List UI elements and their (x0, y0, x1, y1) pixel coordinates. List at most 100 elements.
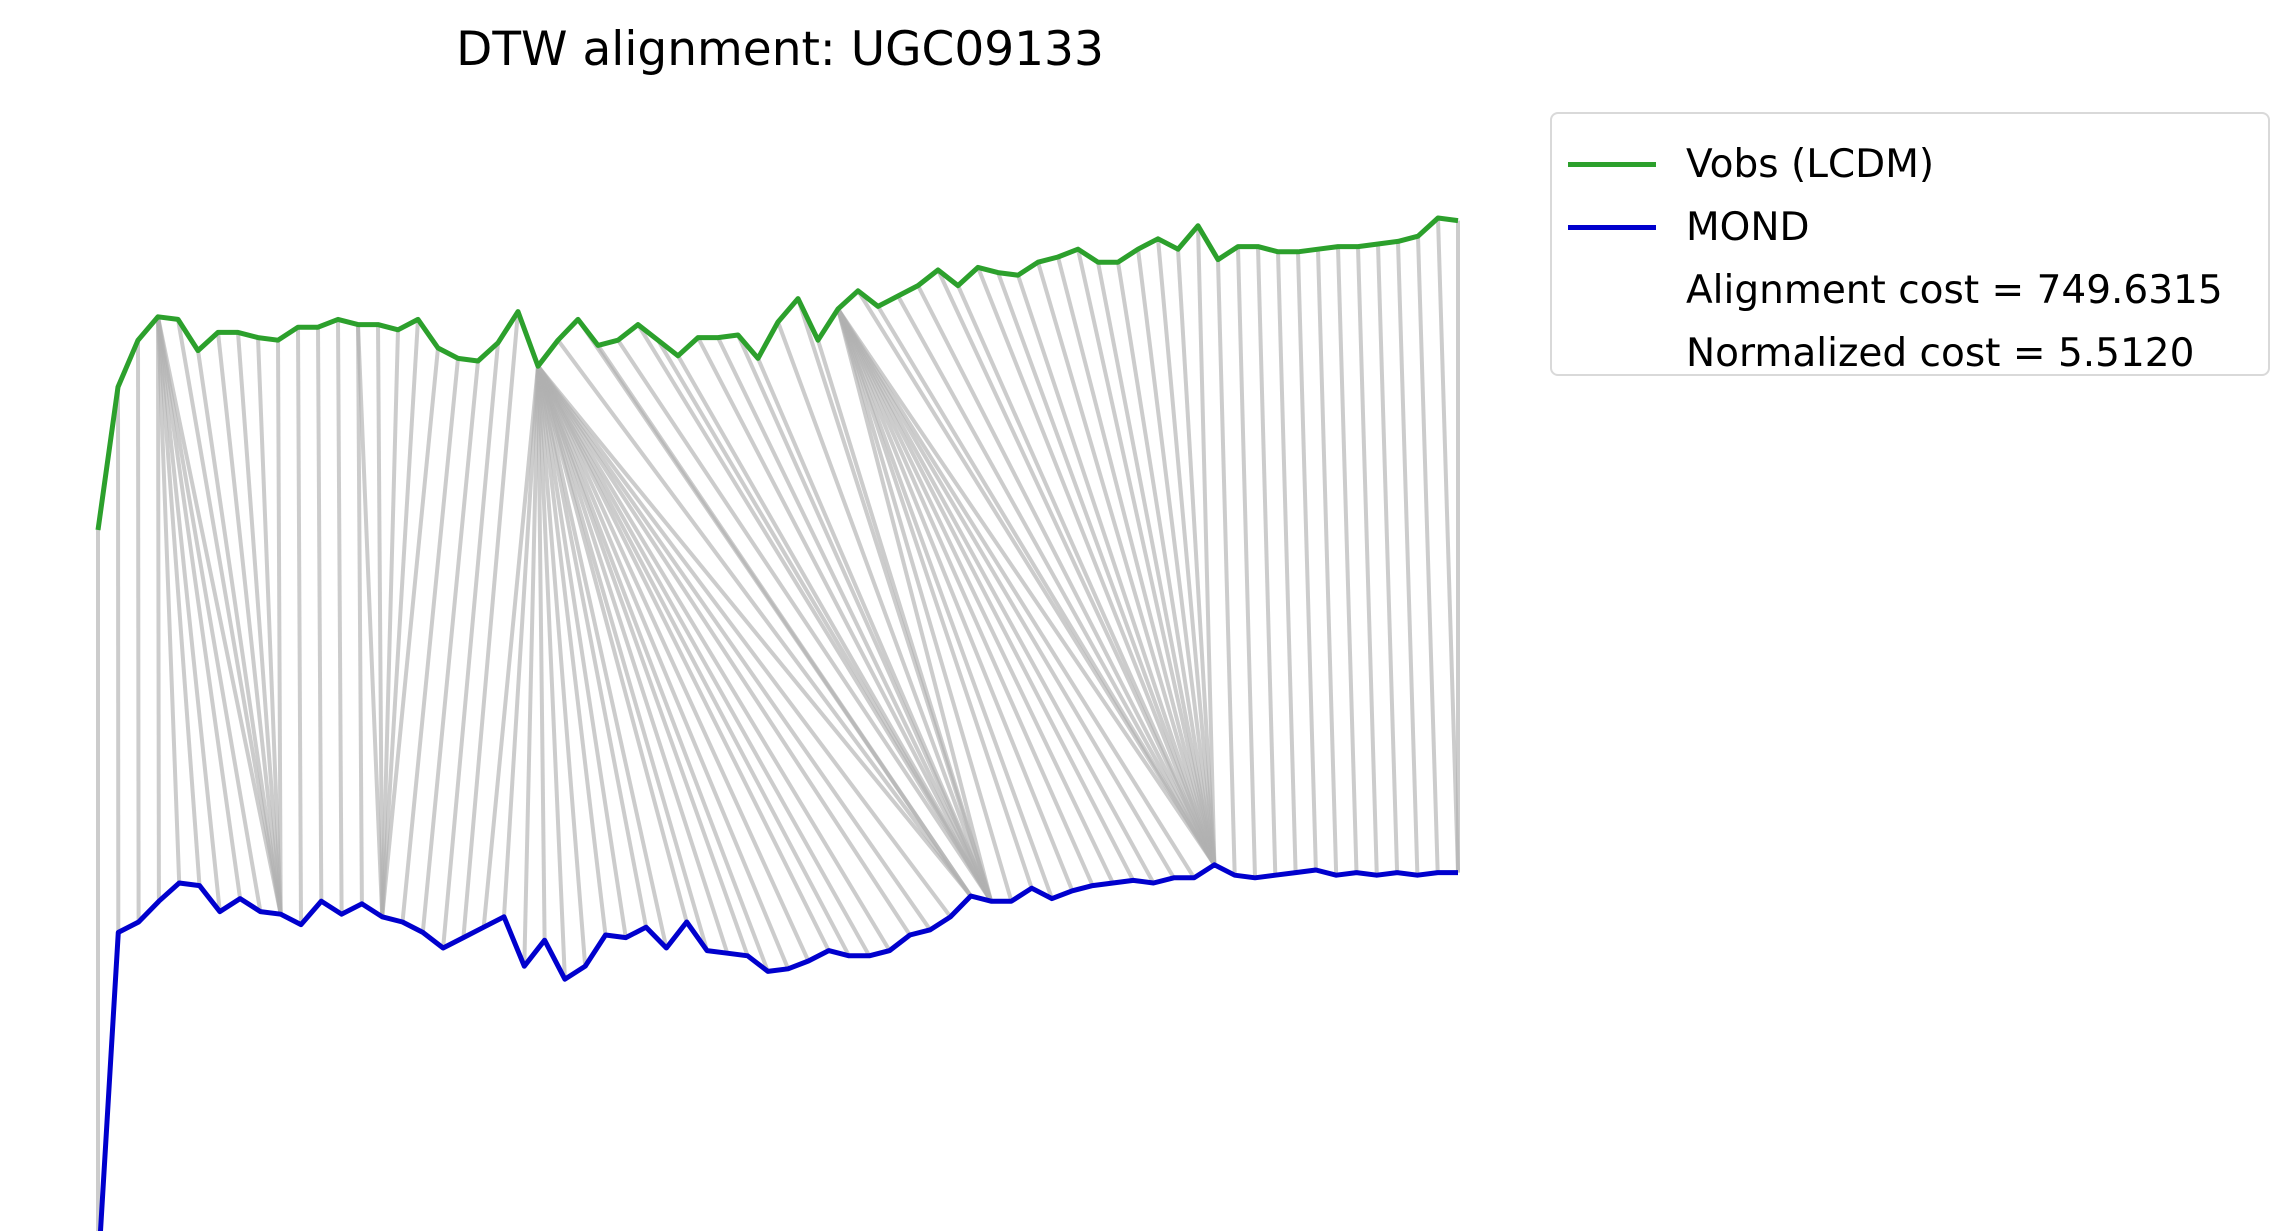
alignment-connector (196, 350, 283, 915)
alignment-connector (676, 354, 993, 903)
alignment-connector (176, 319, 283, 915)
alignment-connector (216, 332, 283, 915)
alignment-connector (522, 366, 540, 967)
alignment-connector (596, 344, 973, 898)
alignment-connector (1396, 241, 1420, 876)
alignment-connector (1096, 261, 1217, 866)
alignment-connector (896, 295, 1217, 866)
legend-annotation-alignment-cost: Alignment cost = 749.6315 (1552, 260, 2223, 320)
alignment-connectors (96, 217, 1460, 1231)
alignment-connector (296, 327, 303, 925)
alignment-connector (836, 308, 1156, 884)
alignment-connector (616, 339, 993, 903)
alignment-connector (776, 321, 993, 902)
alignment-connector (380, 329, 400, 917)
legend-annotation-normalized-cost: Normalized cost = 5.5120 (1552, 323, 2194, 383)
alignment-connector (156, 316, 161, 902)
legend-label-mond: MOND (1686, 204, 1810, 250)
alignment-connector (536, 365, 608, 936)
alignment-connector (536, 365, 811, 962)
alignment-connector (356, 324, 364, 904)
alignment-connector (556, 339, 973, 898)
alignment-connector (1356, 246, 1379, 876)
alignment-connector (376, 324, 385, 917)
alignment-connector (380, 347, 440, 917)
alignment-connector (1256, 246, 1278, 876)
alignment-connector (536, 365, 649, 928)
alignment-connector (1376, 243, 1400, 873)
alignment-connector (441, 342, 500, 949)
alignment-connector (536, 365, 912, 937)
alignment-connector (1416, 236, 1440, 873)
alignment-connector (716, 336, 993, 903)
alignment-connector (536, 365, 831, 952)
alignment-connector (696, 336, 993, 903)
alignment-connector (481, 366, 540, 928)
alignment-connector (836, 308, 1014, 902)
alignment-connector (876, 305, 1217, 866)
alignment-connector (1016, 274, 1217, 866)
alignment-connector (996, 271, 1217, 866)
alignment-connector (976, 266, 1217, 866)
alignment-connector (536, 365, 851, 957)
alignment-connector (536, 365, 953, 918)
alignment-connector (1076, 248, 1217, 866)
alignment-connector (156, 316, 263, 912)
alignment-connector (836, 308, 1135, 882)
alignment-connector (1216, 259, 1237, 876)
alignment-connector (536, 366, 588, 967)
alignment-cost-text: Alignment cost = 749.6315 (1686, 267, 2223, 313)
alignment-connector (836, 308, 1075, 892)
alignment-connector (836, 307, 1217, 866)
alignment-connector (536, 365, 628, 938)
alignment-connector (836, 308, 1115, 884)
alignment-connector (836, 308, 1054, 900)
legend-swatch-mond (1568, 224, 1656, 230)
legend: Vobs (LCDM) MOND Alignment cost = 749.63… (1550, 112, 2270, 376)
alignment-connector (536, 365, 770, 973)
alignment-connector (1156, 238, 1217, 865)
alignment-connector (536, 365, 750, 957)
series-line-mond (97, 862, 1458, 1231)
alignment-connector (461, 311, 520, 938)
alignment-connector (536, 364, 973, 898)
alignment-connector (1336, 246, 1359, 873)
alignment-connector (1236, 246, 1257, 878)
alignment-connector (1196, 225, 1217, 865)
alignment-connector (816, 339, 994, 902)
alignment-connector (836, 308, 1034, 889)
alignment-connector (1296, 251, 1318, 871)
legend-swatch-vobs (1568, 161, 1656, 167)
alignment-connector (136, 340, 141, 923)
alignment-connector (836, 307, 1196, 879)
alignment-connector (836, 307, 1176, 879)
alignment-connector (536, 365, 730, 954)
alignment-connector (356, 324, 385, 917)
alignment-connector (1176, 249, 1217, 865)
legend-item-vobs: Vobs (LCDM) (1552, 134, 1934, 194)
legend-item-mond: MOND (1552, 197, 1810, 257)
alignment-connector (1316, 249, 1339, 876)
alignment-connector (536, 366, 567, 980)
alignment-connector (1276, 251, 1298, 873)
alignment-connector (836, 308, 994, 902)
alignment-connector (536, 366, 547, 941)
alignment-connector (836, 308, 1095, 887)
alignment-connector (420, 360, 480, 933)
alignment-connector (502, 366, 540, 917)
alignment-connector (756, 357, 993, 902)
alignment-connector (156, 316, 182, 884)
alignment-connector (536, 365, 892, 952)
alignment-connector (380, 319, 420, 917)
alignment-connector (156, 316, 243, 899)
alignment-connector (276, 340, 283, 915)
normalized-cost-text: Normalized cost = 5.5120 (1686, 330, 2195, 376)
alignment-connector (156, 316, 222, 912)
alignment-connector (1056, 256, 1217, 866)
alignment-connector (956, 284, 1217, 866)
legend-label-vobs: Vobs (LCDM) (1686, 141, 1935, 187)
series-lines (95, 215, 1459, 1231)
alignment-connector (536, 365, 932, 931)
